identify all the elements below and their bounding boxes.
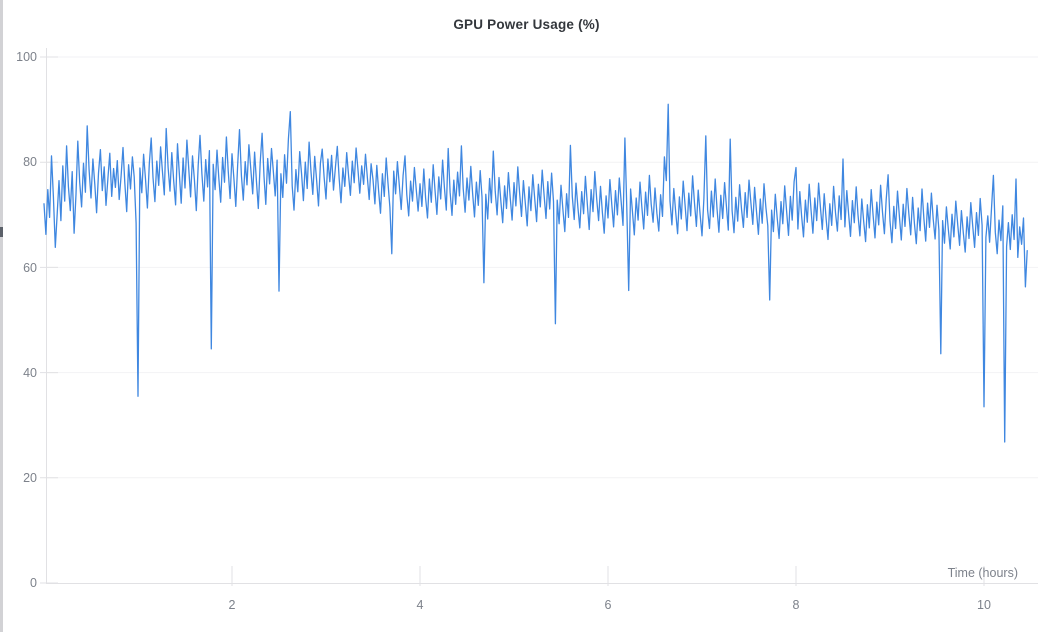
y-tick-label-0: 0 <box>30 576 37 590</box>
y-tick-label-100: 100 <box>16 50 37 64</box>
panel-left-border <box>0 0 3 632</box>
clipped-ylabel-fragment <box>0 227 3 237</box>
y-tick-label-80: 80 <box>23 155 37 169</box>
y-tick-label-40: 40 <box>23 366 37 380</box>
x-tick-label-4: 4 <box>416 598 424 612</box>
y-tick-label-60: 60 <box>23 261 37 275</box>
y-tick-label-20: 20 <box>23 471 37 485</box>
x-tick-label-2: 2 <box>228 598 236 612</box>
gpu-power-series-line <box>43 103 1028 443</box>
x-tick-label-6: 6 <box>604 598 612 612</box>
x-axis-title: Time (hours) <box>947 566 1018 580</box>
x-tick-label-10: 10 <box>977 598 991 612</box>
x-tick-label-8: 8 <box>792 598 800 612</box>
chart-title: GPU Power Usage (%) <box>453 17 600 32</box>
